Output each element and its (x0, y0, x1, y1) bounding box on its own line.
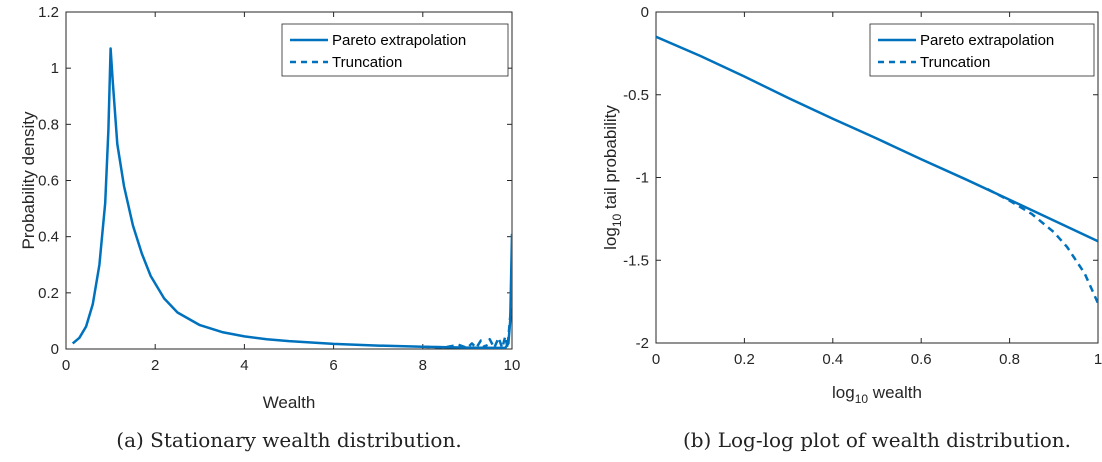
x-tick-label: 0.2 (734, 351, 755, 368)
x-axis-label-b-main: log (832, 383, 855, 402)
y-tick-label: -0.5 (623, 87, 649, 104)
x-tick-label: 10 (504, 357, 521, 374)
y-axis-label-a: Probability density (19, 111, 38, 249)
x-tick-label: 4 (240, 357, 248, 374)
x-axis-label-b-rest: wealth (868, 383, 922, 402)
x-axis-label-b: log10 wealth (832, 383, 922, 406)
chart-stationary-wealth: 0 0.2 0.4 0.6 0.8 1 1.2 0 2 4 6 8 10 Pareto extrapo… (19, 4, 520, 452)
y-tick-label: 0 (641, 4, 649, 21)
legend-box-a (281, 23, 509, 77)
legend-label-pareto-a: Pareto extrapolation (332, 32, 466, 49)
y-axis-label-b-rest: tail probability (601, 105, 620, 214)
y-axis-label-b-sub: 10 (610, 213, 624, 227)
y-tick-label: 1.2 (38, 4, 59, 21)
x-tick-label: 0.6 (911, 351, 932, 368)
x-ticks-a: 0 2 4 6 8 10 (62, 12, 521, 374)
y-tick-label: 0 (51, 341, 59, 358)
legend-label-pareto-b: Pareto extrapolation (920, 32, 1054, 49)
legend-b: Pareto extrapolation Truncation (869, 23, 1095, 77)
series-group-a (71, 47, 512, 349)
legend-label-truncation-a: Truncation (332, 54, 402, 71)
y-tick-label: -2 (636, 335, 649, 352)
x-tick-label: 0 (652, 351, 660, 368)
x-ticks-b: 0 0.2 0.4 0.6 0.8 1 (652, 12, 1102, 368)
x-axis-label-a: Wealth (263, 393, 316, 412)
y-tick-label: -1 (636, 170, 649, 187)
x-tick-label: 0 (62, 357, 70, 374)
y-tick-label: 0.4 (38, 229, 59, 246)
x-axis-label-b-sub: 10 (855, 392, 869, 406)
y-tick-label: -1.5 (623, 252, 649, 269)
caption-a: (a) Stationary wealth distribution. (116, 428, 461, 452)
series-line-pareto (71, 47, 512, 349)
series-group-b (656, 35, 1098, 304)
y-ticks-a: 0 0.2 0.4 0.6 0.8 1 1.2 (38, 4, 512, 358)
y-tick-label: 0.6 (38, 173, 59, 190)
y-ticks-b: -2 -1.5 -1 -0.5 0 (623, 4, 1098, 352)
caption-b: (b) Log-log plot of wealth distribution. (683, 428, 1071, 452)
x-tick-label: 6 (329, 357, 337, 374)
x-tick-label: 0.8 (999, 351, 1020, 368)
legend-label-truncation-b: Truncation (920, 54, 990, 71)
x-tick-label: 0.4 (822, 351, 843, 368)
y-axis-label-b-main: log (601, 227, 620, 250)
y-tick-label: 0.2 (38, 285, 59, 302)
series-line-truncation (986, 187, 1098, 304)
legend-box-b (869, 23, 1095, 77)
x-tick-label: 8 (419, 357, 427, 374)
legend-a: Pareto extrapolation Truncation (281, 23, 509, 77)
chart-loglog-wealth: -2 -1.5 -1 -0.5 0 0 0.2 0.4 0.6 0.8 1 Pareto extr… (601, 4, 1102, 452)
x-tick-label: 2 (151, 357, 159, 374)
x-tick-label: 1 (1094, 351, 1102, 368)
series-line-pareto (656, 35, 1098, 243)
y-tick-label: 1 (51, 60, 59, 77)
y-axis-label-b: log10 tail probability (601, 105, 624, 250)
y-tick-label: 0.8 (38, 116, 59, 133)
